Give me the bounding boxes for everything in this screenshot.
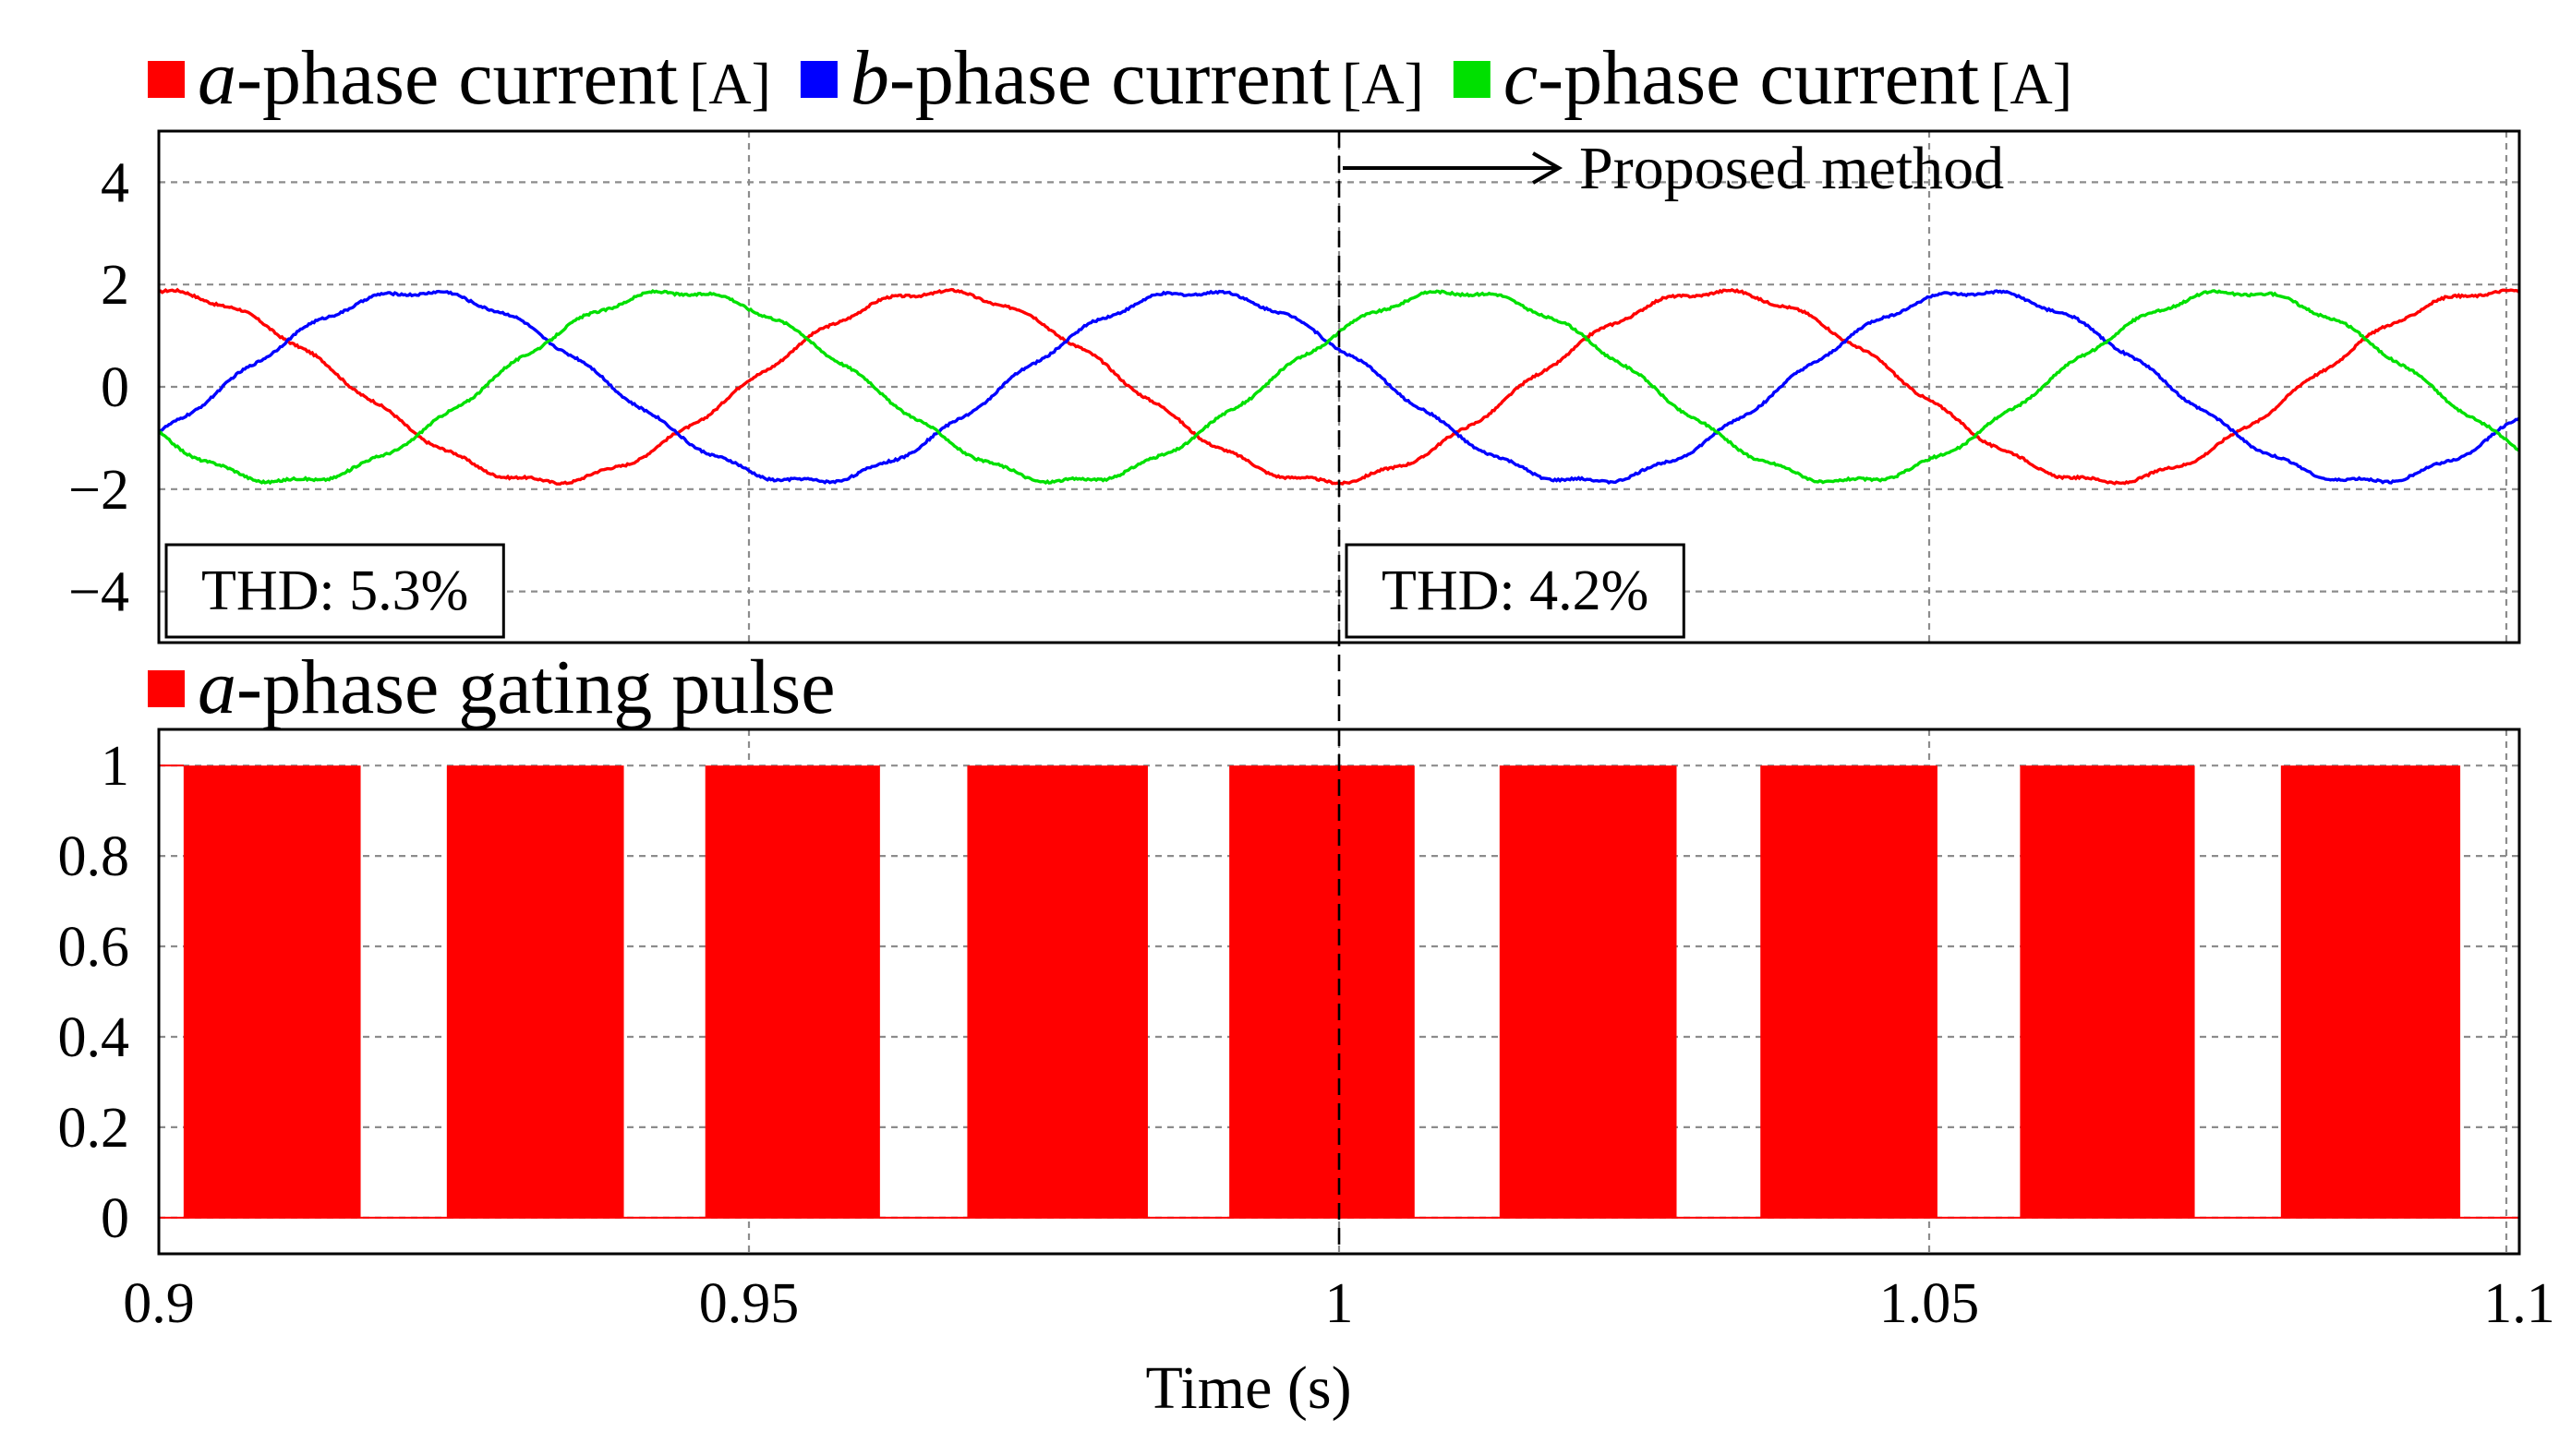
- current-y-tick-labels: 4 2 0 −2 −4: [68, 151, 129, 623]
- legend-unit-0: [A]: [689, 51, 771, 116]
- legend-text-0: -phase gating pulse: [236, 644, 836, 730]
- thd-box-1: THD: 4.2%: [1345, 543, 1685, 639]
- thd-box-0: THD: 5.3%: [164, 543, 505, 639]
- proposed-method-label: Proposed method: [1579, 135, 2004, 202]
- legend-text-1: -phase current: [889, 35, 1331, 121]
- x-tick-3: 1.05: [1879, 1272, 1980, 1335]
- legend-var-1: b: [851, 35, 889, 121]
- gating-y-tick-labels: 1 0.8 0.6 0.4 0.2 0: [58, 735, 130, 1250]
- thd-box-frame-1: [1345, 543, 1685, 639]
- legend-swatch-a-0: [148, 61, 185, 98]
- x-tick-labels: 0.9 0.95 1 1.05 1.1: [123, 1272, 2555, 1335]
- thd-label-1: THD: 4.2%: [1382, 560, 1648, 622]
- gating-pulse-3: [967, 765, 1148, 1218]
- legend-swatch-a-0: [148, 670, 185, 707]
- legend-entry-0: a-phase gating pulse: [198, 644, 836, 730]
- x-tick-0: 0.9: [123, 1272, 195, 1335]
- legend-swatch-c-2: [1453, 61, 1491, 98]
- x-tick-2: 1: [1325, 1272, 1354, 1335]
- gating-ytick-1: 0.8: [58, 825, 130, 888]
- current-ytick-0: 4: [101, 151, 129, 214]
- gating-pulse-0: [183, 765, 361, 1218]
- thd-label-0: THD: 5.3%: [201, 560, 468, 622]
- gating-pulse-8: [2280, 765, 2461, 1218]
- legend-var-0: a: [198, 35, 236, 121]
- thd-box-frame-0: [164, 543, 505, 639]
- gating-pulse-2: [705, 765, 880, 1218]
- gating-pulse-1: [446, 765, 624, 1218]
- current-annotations: THD: 5.3% THD: 4.2% Proposed method: [164, 135, 2004, 639]
- current-ytick-1: 2: [101, 254, 129, 317]
- current-ytick-2: 0: [101, 356, 129, 419]
- x-tick-4: 1.1: [2483, 1272, 2555, 1335]
- legend-unit-2: [A]: [1990, 51, 2072, 116]
- legend-entry-1: b-phase current [A]: [851, 35, 1424, 121]
- gating-ytick-2: 0.6: [58, 916, 130, 979]
- legend-entry-0: a-phase current [A]: [198, 35, 771, 121]
- current-ytick-4: −4: [68, 561, 129, 624]
- legend-var-0: a: [198, 644, 236, 730]
- series-b-phase-current: [157, 289, 2521, 486]
- gating-ytick-0: 1: [101, 735, 129, 798]
- proposed-method-arrowhead: [1532, 151, 1563, 185]
- legend-text-2: -phase current: [1538, 35, 1979, 121]
- gating-pulse-5: [1499, 765, 1677, 1218]
- gating-legend: a-phase gating pulse: [148, 644, 836, 730]
- gating-pulse-4: [1229, 765, 1415, 1218]
- current-legend: a-phase current [A] b-phase current [A] c-ph…: [148, 35, 2072, 121]
- x-tick-1: 0.95: [699, 1272, 800, 1335]
- gating-ytick-3: 0.4: [58, 1006, 130, 1069]
- x-axis-title: Time (s): [1145, 1354, 1351, 1422]
- legend-entry-2: c-phase current [A]: [1503, 35, 2072, 121]
- legend-var-2: c: [1503, 35, 1538, 121]
- legend-text-0: -phase current: [236, 35, 678, 121]
- gating-pulse-group: [159, 764, 2519, 1219]
- gating-ytick-4: 0.2: [58, 1097, 130, 1160]
- gating-ytick-5: 0: [101, 1187, 129, 1250]
- current-ytick-3: −2: [68, 459, 129, 522]
- gating-pulse-6: [1760, 765, 1937, 1218]
- legend-unit-1: [A]: [1342, 51, 1424, 116]
- gating-pulse-7: [2020, 765, 2195, 1218]
- legend-swatch-b-1: [800, 61, 838, 98]
